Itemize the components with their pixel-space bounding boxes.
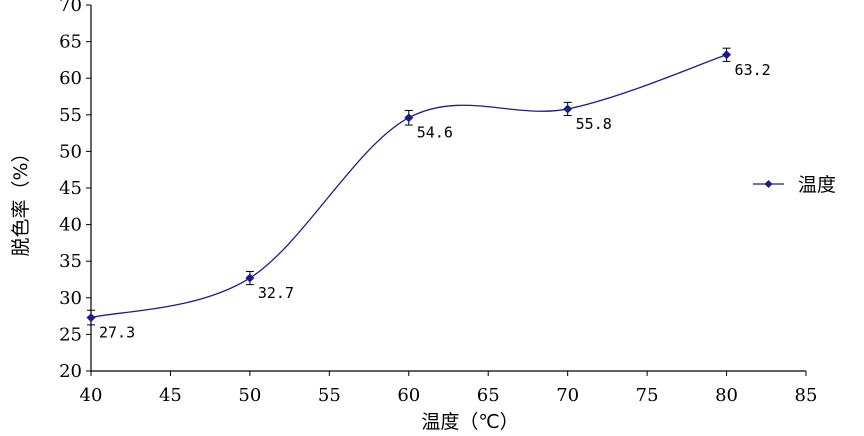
x-tick-label: 85 bbox=[795, 385, 818, 406]
x-tick-label: 45 bbox=[159, 385, 182, 406]
x-tick-label: 70 bbox=[556, 385, 579, 406]
y-tick-label: 25 bbox=[59, 324, 82, 345]
legend: 温度 bbox=[753, 174, 836, 196]
data-label: 27.3 bbox=[99, 324, 135, 342]
x-tick-label: 80 bbox=[715, 385, 738, 406]
x-tick-label: 40 bbox=[80, 385, 103, 406]
data-labels: 27.3 32.7 54.6 55.8 63.2 bbox=[99, 61, 771, 342]
y-tick-label: 60 bbox=[59, 68, 82, 89]
data-label: 54.6 bbox=[417, 124, 453, 142]
x-tick-label: 55 bbox=[318, 385, 341, 406]
x-axis-title: 温度（℃） bbox=[421, 411, 518, 433]
ticks: 20 25 30 35 40 45 50 55 60 65 70 40 45 50 55 60 65 70 75 80… bbox=[59, 0, 817, 406]
y-tick-label: 35 bbox=[59, 251, 82, 272]
x-tick-label: 60 bbox=[397, 385, 420, 406]
x-tick-label: 75 bbox=[636, 385, 659, 406]
data-label: 63.2 bbox=[735, 61, 771, 79]
data-point-marker bbox=[404, 113, 414, 123]
y-tick-label: 30 bbox=[59, 288, 82, 309]
y-axis-title: 脱色率（%） bbox=[10, 143, 32, 256]
axes bbox=[90, 5, 806, 372]
y-tick-label: 45 bbox=[59, 178, 82, 199]
series bbox=[86, 47, 732, 326]
data-point-marker bbox=[86, 313, 96, 323]
legend-diamond-marker bbox=[764, 180, 773, 188]
y-tick-label: 55 bbox=[59, 105, 82, 126]
y-tick-label: 65 bbox=[59, 32, 82, 53]
series-line bbox=[90, 54, 727, 319]
data-point-marker bbox=[245, 273, 255, 283]
x-tick-label: 50 bbox=[238, 385, 261, 406]
data-label: 55.8 bbox=[576, 115, 612, 133]
y-tick-label: 70 bbox=[59, 0, 82, 16]
y-tick-label: 20 bbox=[59, 361, 82, 382]
y-tick-label: 40 bbox=[59, 215, 82, 236]
data-label: 32.7 bbox=[258, 284, 294, 302]
y-tick-label: 50 bbox=[59, 141, 82, 162]
legend-label: 温度 bbox=[798, 174, 836, 196]
data-point-marker bbox=[563, 104, 573, 114]
x-tick-label: 65 bbox=[477, 385, 500, 406]
data-point-marker bbox=[722, 50, 732, 60]
